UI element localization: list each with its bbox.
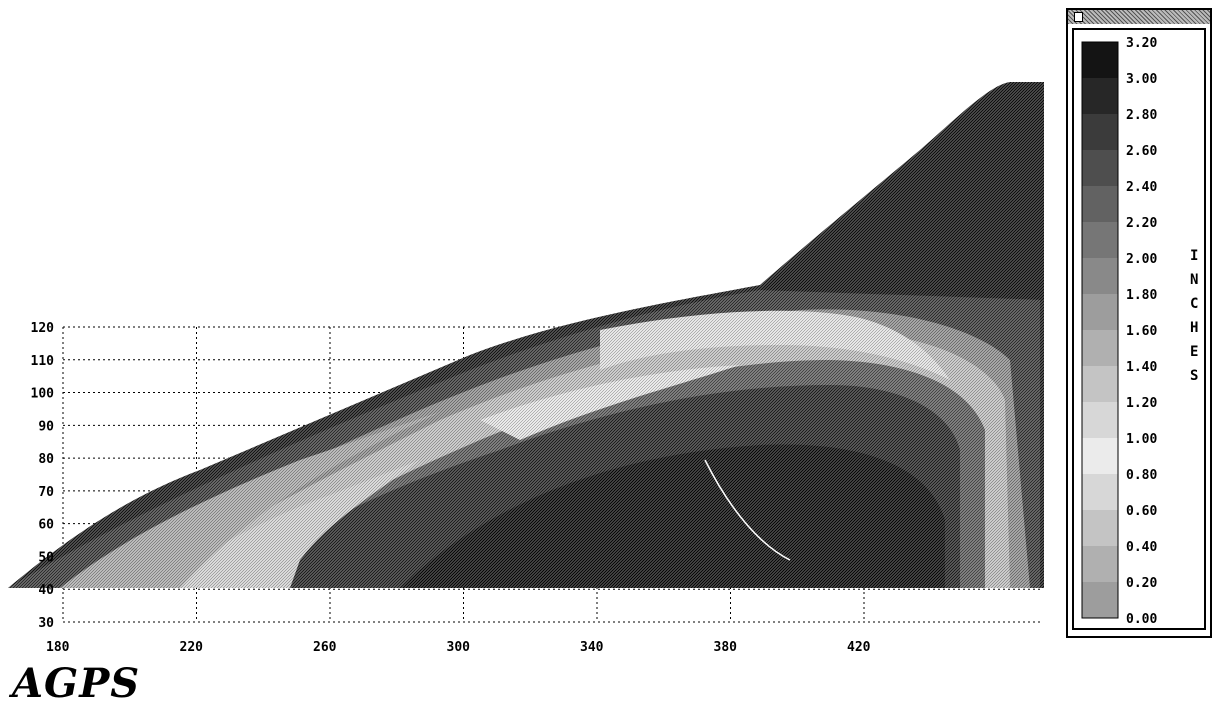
colorbar-band bbox=[1082, 42, 1118, 79]
colorbar-tick-label: 3.00 bbox=[1126, 72, 1157, 87]
colorbar-band bbox=[1082, 474, 1118, 511]
colorbar-tick-label: 0.20 bbox=[1126, 576, 1157, 591]
colorbar-tick-label: 2.40 bbox=[1126, 180, 1157, 195]
units-letter: N bbox=[1190, 272, 1198, 288]
colorbar-tick-label: 1.00 bbox=[1126, 432, 1157, 447]
x-tick-label: 300 bbox=[447, 640, 471, 655]
x-tick-label: 340 bbox=[580, 640, 604, 655]
y-tick-label: 100 bbox=[31, 387, 55, 402]
y-tick-label: 30 bbox=[38, 616, 54, 631]
x-tick-label: 420 bbox=[847, 640, 871, 655]
colorbar-band bbox=[1082, 510, 1118, 547]
colorbar-tick-label: 1.40 bbox=[1126, 360, 1157, 375]
units-letter: S bbox=[1190, 368, 1198, 384]
y-tick-label: 120 bbox=[31, 321, 55, 336]
y-tick-label: 60 bbox=[38, 518, 54, 533]
colorbar-swatches bbox=[1081, 41, 1119, 619]
y-axis-ticks: 30 40 50 60 70 80 90 100 110 120 bbox=[31, 321, 55, 631]
colorbar-band bbox=[1082, 402, 1118, 439]
units-letter: C bbox=[1190, 296, 1198, 312]
units-letter: I bbox=[1190, 248, 1198, 264]
colorbar-tick-label: 2.60 bbox=[1126, 144, 1157, 159]
x-tick-label: 180 bbox=[46, 640, 70, 655]
y-tick-label: 40 bbox=[38, 583, 54, 598]
contour-plot: 180 220 260 300 340 380 420 30 40 50 60 70 80 90 100 1… bbox=[8, 82, 1044, 655]
colorbar-tick-label: 1.20 bbox=[1126, 396, 1157, 411]
colorbar-tick-label: 1.80 bbox=[1126, 288, 1157, 303]
colorbar-band bbox=[1082, 582, 1118, 619]
units-letter: H bbox=[1190, 320, 1198, 336]
colorbar-tick-label: 2.20 bbox=[1126, 216, 1157, 231]
colorbar-band bbox=[1082, 438, 1118, 475]
x-tick-label: 220 bbox=[180, 640, 204, 655]
colorbar-tick-label: 3.20 bbox=[1126, 36, 1157, 51]
colorbar-band bbox=[1082, 222, 1118, 259]
colorbar-band bbox=[1082, 258, 1118, 295]
colorbar-tick-label: 1.60 bbox=[1126, 324, 1157, 339]
x-tick-label: 260 bbox=[313, 640, 337, 655]
y-tick-label: 110 bbox=[31, 354, 55, 369]
colorbar-band bbox=[1082, 366, 1118, 403]
x-axis-ticks: 180 220 260 300 340 380 420 bbox=[46, 640, 871, 655]
colorbar-band bbox=[1082, 186, 1118, 223]
colorbar-band bbox=[1082, 150, 1118, 187]
y-tick-label: 50 bbox=[38, 550, 54, 565]
close-box-icon[interactable] bbox=[1074, 12, 1083, 22]
colorbar-tick-label: 0.80 bbox=[1126, 468, 1157, 483]
legend-titlebar[interactable] bbox=[1068, 10, 1210, 24]
colorbar: 3.20 3.00 2.80 2.60 2.40 2.20 2.00 1.80 1.60 1.40… bbox=[1081, 36, 1198, 627]
y-tick-label: 70 bbox=[38, 485, 54, 500]
colorbar-band bbox=[1082, 114, 1118, 151]
legend-frame: 3.20 3.00 2.80 2.60 2.40 2.20 2.00 1.80 1.60 1.40… bbox=[1072, 28, 1206, 630]
x-tick-label: 380 bbox=[714, 640, 738, 655]
agps-label: AGPS bbox=[12, 660, 141, 707]
colorbar-tick-label: 2.00 bbox=[1126, 252, 1157, 267]
colorbar-labels: 3.20 3.00 2.80 2.60 2.40 2.20 2.00 1.80 1.60 1.40… bbox=[1126, 36, 1157, 627]
legend-window: 3.20 3.00 2.80 2.60 2.40 2.20 2.00 1.80 1.60 1.40… bbox=[1066, 8, 1212, 638]
colorbar-outline bbox=[1081, 41, 1119, 619]
colorbar-band bbox=[1082, 294, 1118, 331]
y-tick-label: 80 bbox=[38, 452, 54, 467]
y-tick-label: 90 bbox=[38, 419, 54, 434]
colorbar-tick-label: 0.40 bbox=[1126, 540, 1157, 555]
colorbar-band bbox=[1082, 546, 1118, 583]
colorbar-tick-label: 2.80 bbox=[1126, 108, 1157, 123]
colorbar-tick-label: 0.00 bbox=[1126, 612, 1157, 627]
colorbar-tick-label: 0.60 bbox=[1126, 504, 1157, 519]
wing-planform bbox=[8, 82, 1044, 588]
colorbar-band bbox=[1082, 330, 1118, 367]
colorbar-band bbox=[1082, 78, 1118, 115]
units-letter: E bbox=[1190, 344, 1198, 360]
